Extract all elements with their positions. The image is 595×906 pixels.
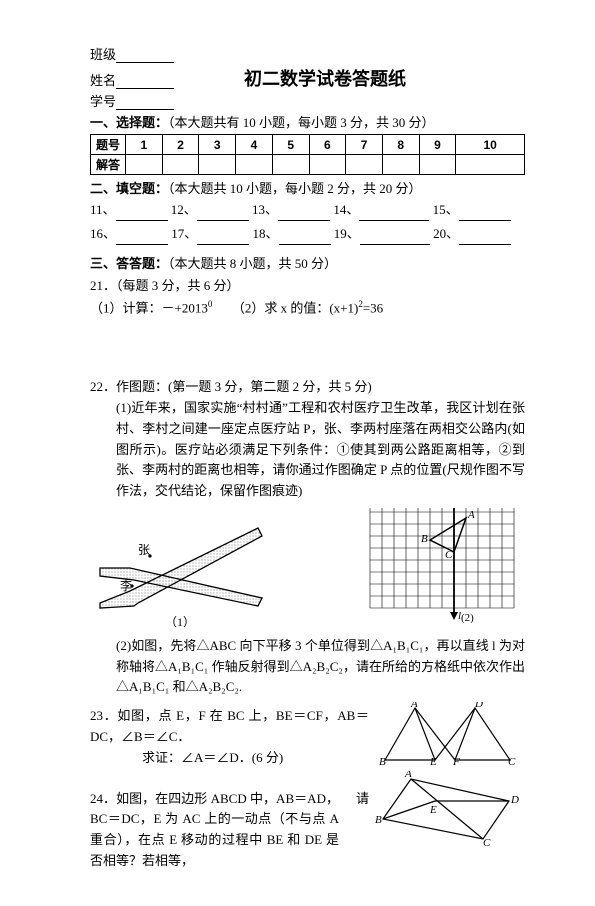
col-num: 3 (199, 135, 236, 155)
q13-blank[interactable] (278, 206, 330, 221)
section1-head: 一、选择题： (90, 115, 168, 130)
q22-p2: (2)如图，先将△ABC 向下平移 3 个单位得到△A₁B₁C₁，再以直线 l … (90, 636, 525, 698)
q21-part1: （1）计算：－+2013 (90, 300, 208, 315)
fill-row-2: 16、 17、 18、 19、 20、 (90, 223, 525, 245)
section1-note: （本大题共有 10 小题，每小题 3 分，共 30 分） (168, 115, 435, 130)
q15-label: 15、 (433, 202, 459, 217)
svg-text:B: B (375, 814, 382, 826)
answer-cell[interactable] (456, 155, 525, 175)
col-num: 4 (236, 135, 273, 155)
col-num: 6 (309, 135, 346, 155)
section2-head: 二、填空题： (90, 181, 168, 196)
q19-label: 19、 (334, 226, 360, 241)
table-header-label: 题号 (91, 135, 126, 155)
col-num: 7 (346, 135, 383, 155)
svg-text:D: D (474, 702, 483, 710)
col-num: 2 (162, 135, 199, 155)
svg-text:E: E (429, 756, 437, 767)
answer-cell[interactable] (236, 155, 273, 175)
answer-cell[interactable] (309, 155, 346, 175)
q21-meta: （每题 3 分，共 6 分） (116, 278, 240, 293)
col-num: 10 (456, 135, 525, 155)
q24-figure: A B E D C (375, 771, 520, 846)
svg-text:D: D (510, 794, 519, 806)
q24: 24．如图，在四边形 ABCD 中，AB＝AD，BC＝DC，E 为 AC 上的一… (90, 789, 369, 872)
q22-figure-1: 张 李 （1） (90, 508, 270, 630)
answer-cell[interactable] (419, 155, 456, 175)
q21-sup1: 0 (208, 299, 213, 309)
answer-cell[interactable] (162, 155, 199, 175)
id-label: 学号 (90, 94, 116, 109)
q11-blank[interactable] (116, 206, 168, 221)
svg-text:B: B (421, 533, 428, 545)
q23-num: 23． (90, 708, 117, 723)
q21-part2b: =36 (363, 300, 383, 315)
svg-text:B: B (379, 756, 386, 767)
answer-cell[interactable] (272, 155, 309, 175)
col-num: 1 (126, 135, 163, 155)
col-num: 5 (272, 135, 309, 155)
q23-line2: 求证：∠A＝∠D．(6 分) (90, 748, 369, 769)
svg-text:A: A (410, 702, 418, 710)
svg-text:A: A (404, 771, 412, 780)
q11-label: 11、 (90, 202, 116, 217)
fig1-zhang-label: 张 (138, 543, 150, 557)
q18-blank[interactable] (279, 230, 331, 245)
answer-cell[interactable] (346, 155, 383, 175)
q12-blank[interactable] (197, 206, 249, 221)
id-blank[interactable] (116, 95, 174, 110)
svg-text:A: A (467, 509, 475, 521)
col-num: 8 (382, 135, 419, 155)
svg-text:F: F (452, 756, 460, 767)
section3-note: （本大题共 8 小题，共 50 分） (168, 256, 337, 271)
class-label: 班级 (90, 47, 116, 62)
q24-tail: 请 (339, 789, 369, 872)
q17-blank[interactable] (197, 230, 249, 245)
q15-blank[interactable] (459, 206, 511, 221)
fig1-li-label: 李 (120, 578, 132, 593)
class-blank[interactable] (116, 48, 174, 63)
col-num: 9 (419, 135, 456, 155)
section3-head: 三、答答题： (90, 256, 168, 271)
q13-label: 13、 (252, 202, 278, 217)
q21-part2: （2）求 x 的值：(x+1) (232, 300, 359, 315)
q14-blank[interactable] (359, 206, 429, 221)
q24-line1: 如图，在四边形 ABCD 中，AB＝AD，BC＝DC，E 为 AC 上的一动点（… (90, 791, 339, 868)
page-title: 初二数学试卷答题纸 (244, 65, 406, 91)
q21-num: 21． (90, 278, 116, 293)
answer-cell[interactable] (382, 155, 419, 175)
q22-num: 22． (90, 379, 116, 394)
q16-blank[interactable] (116, 230, 168, 245)
q22-figure-2: l A B C (2) (365, 508, 525, 630)
q21: 21．（每题 3 分，共 6 分） （1）计算：－+20130 （2）求 x 的… (90, 276, 525, 319)
svg-text:C: C (445, 549, 453, 561)
svg-text:E: E (429, 804, 437, 816)
section2-note: （本大题共 10 小题，每小题 2 分，共 20 分） (168, 181, 422, 196)
name-blank[interactable] (116, 74, 174, 89)
svg-text:(2): (2) (461, 612, 474, 623)
score-table: 题号 1 2 3 4 5 6 7 8 9 10 解答 (90, 134, 525, 175)
q20-label: 20、 (433, 226, 459, 241)
q23-figure: A D B E F C (375, 702, 520, 767)
svg-text:C: C (508, 756, 516, 767)
q22-title: 作图题：(第一题 3 分，第二题 2 分，共 5 分) (116, 379, 372, 394)
q22-p1: (1)近年来，国家实施“村村通”工程和农村医疗卫生改革，我区计划在张村、李村之间… (90, 398, 525, 502)
q22: 22．作图题：(第一题 3 分，第二题 2 分，共 5 分) (1)近年来，国家… (90, 377, 525, 502)
answer-cell[interactable] (199, 155, 236, 175)
answer-cell[interactable] (126, 155, 163, 175)
fill-row-1: 11、 12、 13、 14、 15、 (90, 199, 525, 221)
q24-num: 24． (90, 791, 116, 806)
q17-label: 17、 (171, 226, 197, 241)
fig1-caption: （1） (165, 613, 195, 630)
q16-label: 16、 (90, 226, 116, 241)
q23: 23．如图，点 E，F 在 BC 上，BE＝CF，AB＝DC，∠B＝∠C． 求证… (90, 706, 369, 768)
q14-label: 14、 (333, 202, 359, 217)
name-label: 姓名 (90, 73, 116, 88)
table-answer-label: 解答 (91, 155, 126, 175)
q23-line1: 如图，点 E，F 在 BC 上，BE＝CF，AB＝DC，∠B＝∠C． (90, 708, 369, 744)
q19-blank[interactable] (360, 230, 430, 245)
q12-label: 12、 (171, 202, 197, 217)
q18-label: 18、 (253, 226, 279, 241)
q20-blank[interactable] (459, 230, 511, 245)
